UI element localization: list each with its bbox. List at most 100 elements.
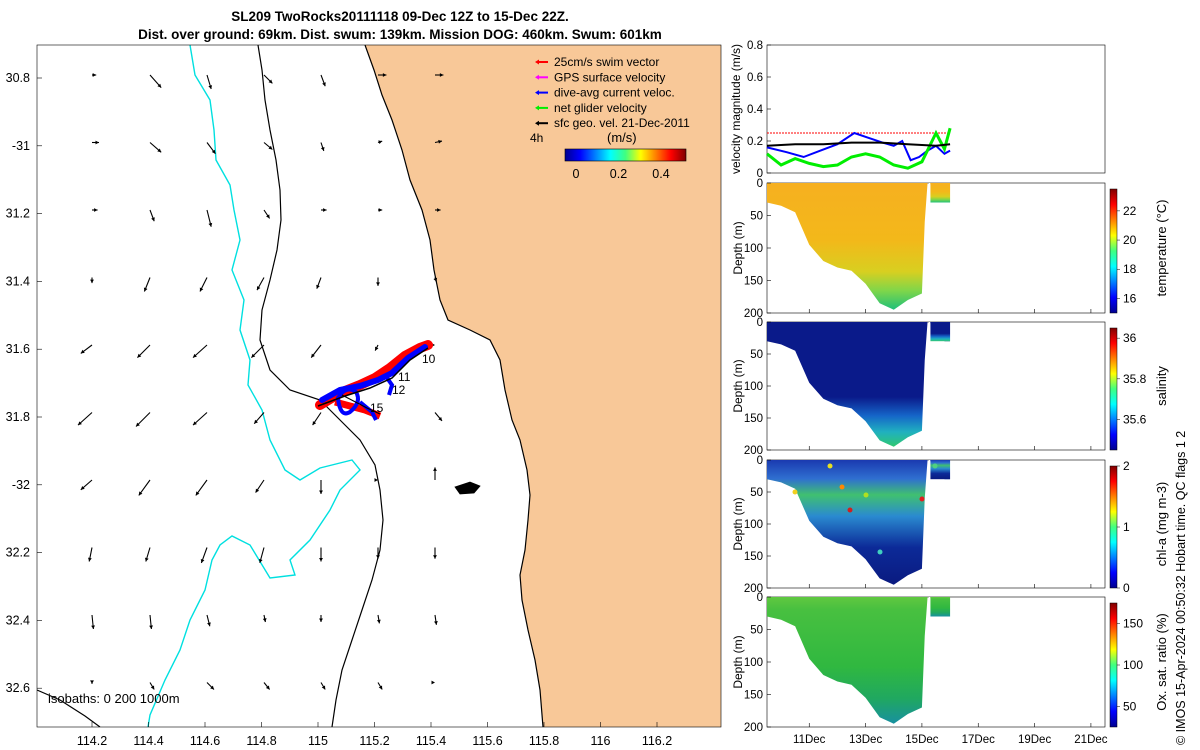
velocity-vector-head xyxy=(431,680,435,685)
velocity-vector-head xyxy=(200,558,205,563)
lon-tick-label: 115.2 xyxy=(359,734,389,748)
salinity-section: 0 50 100 150 200 Depth (m) 35.6 35.8 36 salinity xyxy=(731,317,1169,457)
track-label-12: 12 xyxy=(392,383,406,397)
colorbar-tick-label: 1 xyxy=(1123,520,1130,534)
colorbar-label: Ox. sat. ratio (%) xyxy=(1154,613,1169,711)
colorbar-tick-label: 50 xyxy=(1123,699,1137,713)
section-plot-frame xyxy=(766,182,1106,314)
depth-axis-label: Depth (m) xyxy=(731,359,745,412)
velocity-vector-head xyxy=(433,555,437,559)
velocity-vector-head xyxy=(88,557,92,562)
velocity-vector-head xyxy=(151,217,155,222)
chl-hotspot xyxy=(839,484,845,490)
depth-tick-label: 200 xyxy=(744,308,763,320)
section-data-fill xyxy=(767,597,951,724)
title-line-1: SL209 TwoRocks20111118 09-Dec 12Z to 15-… xyxy=(231,9,569,24)
lat-tick-label: -32 xyxy=(12,478,30,492)
map-frame xyxy=(36,44,722,728)
glider-track xyxy=(315,340,433,421)
depth-tick-label: 100 xyxy=(744,519,763,531)
isobath-0-coastline xyxy=(364,45,544,727)
velocity-vector-head xyxy=(251,353,256,358)
velocity-vector-head xyxy=(157,83,162,88)
longitude-axis: 114.2 114.4 114.6 114.8 115 115.2 115.4 115.6 11… xyxy=(77,722,672,748)
depth-tick-label: 200 xyxy=(744,445,763,457)
depth-tick-label: 50 xyxy=(750,349,763,361)
velocity-series-line xyxy=(766,141,951,147)
surface-velocity-vectors xyxy=(77,73,444,690)
depth-tick-label: 0 xyxy=(757,317,763,329)
depth-tick-label: 0 xyxy=(757,592,763,604)
velocity-y-tick-label: 0.4 xyxy=(747,104,764,116)
velocity-plot-frame xyxy=(766,44,1106,174)
velocity-y-tick-label: 0.6 xyxy=(747,72,763,84)
velocity-vector-head xyxy=(258,559,263,563)
lat-tick-label: 30.8 xyxy=(6,71,30,85)
depth-tick-label: 150 xyxy=(744,413,763,425)
velocity-vector-head xyxy=(208,222,213,227)
lat-tick-label: 31.4 xyxy=(6,274,30,288)
date-tick-label: 15Dec xyxy=(905,734,938,746)
section-data-fill xyxy=(767,460,951,585)
island-shape xyxy=(454,481,481,495)
lon-tick-label: 116.2 xyxy=(642,734,672,748)
velocity-vector-head xyxy=(376,619,381,624)
depth-tick-label: 150 xyxy=(744,690,763,702)
velocity-series-line xyxy=(766,127,952,170)
velocity-vector-head xyxy=(438,139,442,144)
velocity-vector-head xyxy=(257,286,261,291)
depth-tick-label: 100 xyxy=(744,243,763,255)
date-tick-label: 11Dec xyxy=(793,734,826,746)
colorbar-tick-label: 36 xyxy=(1123,331,1137,345)
velocity-vector-head xyxy=(136,422,140,427)
velocity-vector-head xyxy=(193,421,197,426)
depth-axis-label: Depth (m) xyxy=(731,221,745,274)
velocity-vector-head xyxy=(378,140,383,145)
section-data-block xyxy=(930,460,951,480)
lon-tick-label: 114.8 xyxy=(246,734,276,748)
velocity-vector-head xyxy=(78,421,82,426)
chl-hotspot xyxy=(863,492,869,498)
land-area xyxy=(365,45,721,727)
velocity-vector-head xyxy=(193,353,197,358)
velocity-vector-head xyxy=(322,82,326,87)
velocity-vector-head xyxy=(207,622,211,627)
velocity-vector-head xyxy=(433,467,437,471)
depth-tick-label: 200 xyxy=(744,583,763,595)
velocity-vector-head xyxy=(378,208,383,212)
lon-tick-label: 114.6 xyxy=(190,734,220,748)
velocity-vector-head xyxy=(316,284,320,289)
velocity-vector-head xyxy=(437,208,441,212)
legend-label: net glider velocity xyxy=(554,101,647,115)
lon-tick-label: 115.8 xyxy=(529,734,559,748)
isobath-1000 xyxy=(147,45,361,727)
depth-tick-label: 150 xyxy=(744,551,763,563)
velocity-vector-head xyxy=(90,279,94,284)
depth-tick-label: 50 xyxy=(750,211,763,223)
velocity-vector-head xyxy=(378,685,383,690)
speed-colorbar-tick: 0.2 xyxy=(610,167,627,181)
velocity-vector-head xyxy=(319,557,323,562)
lat-tick-label: 31.2 xyxy=(6,207,30,221)
legend-label: 25cm/s swim vector xyxy=(554,55,659,69)
depth-tick-label: 200 xyxy=(744,722,763,734)
chl-hotspot xyxy=(932,463,938,469)
lat-tick-label: 31.8 xyxy=(6,410,30,424)
colorbar-tick-label: 16 xyxy=(1123,291,1137,305)
velocity-vector-head xyxy=(433,277,438,282)
colorbar-tick-label: 100 xyxy=(1123,658,1143,672)
velocity-vector-head xyxy=(319,618,323,622)
time-scale-label: 4h xyxy=(530,131,543,145)
lon-tick-label: 114.2 xyxy=(77,734,107,748)
velocity-vector-head xyxy=(210,685,214,690)
section-data-block xyxy=(930,322,951,342)
colorbar-label: salinity xyxy=(1154,366,1169,406)
section-data-block xyxy=(930,597,951,617)
depth-tick-label: 100 xyxy=(744,657,763,669)
velocity-vector-head xyxy=(376,282,380,286)
title-line-2: Dist. over ground: 69km. Dist. swum: 139… xyxy=(138,27,662,42)
velocity-vector-head xyxy=(255,488,260,493)
velocity-vector-head xyxy=(438,416,442,421)
